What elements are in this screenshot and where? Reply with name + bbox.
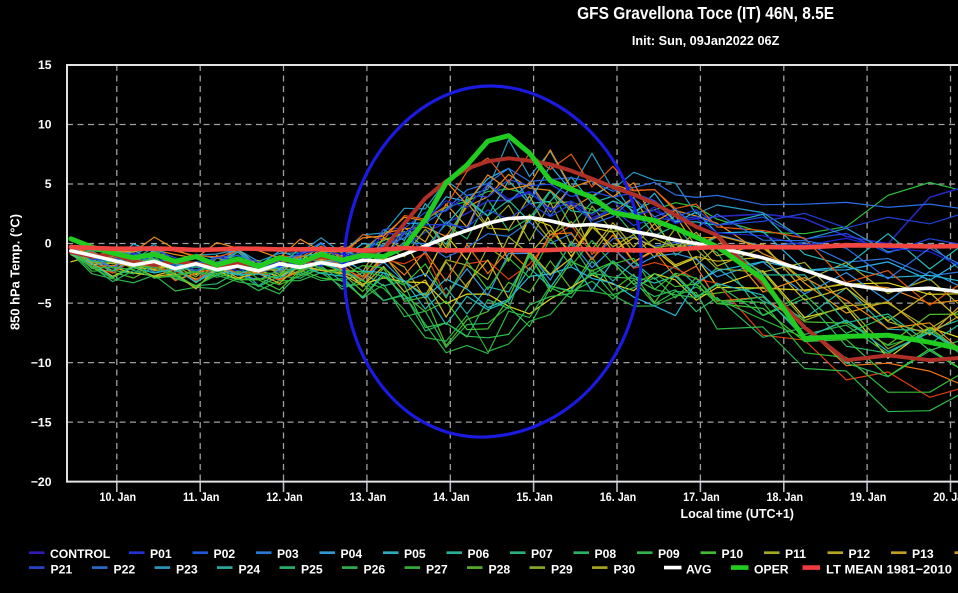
svg-text:P08: P08 <box>595 547 617 561</box>
svg-text:850 hPa Temp. (°C): 850 hPa Temp. (°C) <box>8 214 23 330</box>
svg-text:P10: P10 <box>722 547 744 561</box>
svg-text:13. Jan: 13. Jan <box>350 490 387 504</box>
svg-text:P25: P25 <box>301 562 323 576</box>
svg-text:P05: P05 <box>404 547 426 561</box>
svg-text:P07: P07 <box>531 547 553 561</box>
svg-text:P06: P06 <box>468 547 490 561</box>
svg-text:19. Jan: 19. Jan <box>850 490 887 504</box>
svg-text:P27: P27 <box>426 562 448 576</box>
svg-text:P01: P01 <box>150 547 172 561</box>
svg-text:P29: P29 <box>551 562 573 576</box>
svg-text:P30: P30 <box>614 562 636 576</box>
svg-text:GFS Gravellona Toce (IT) 46N,: GFS Gravellona Toce (IT) 46N, 8.5E <box>577 3 834 23</box>
svg-text:P12: P12 <box>849 547 871 561</box>
svg-text:5: 5 <box>45 177 52 191</box>
svg-text:12. Jan: 12. Jan <box>266 490 303 504</box>
svg-text:P26: P26 <box>364 562 386 576</box>
svg-text:11. Jan: 11. Jan <box>183 490 220 504</box>
svg-text:P02: P02 <box>214 547 236 561</box>
svg-text:P13: P13 <box>912 547 934 561</box>
svg-text:−20: −20 <box>31 475 52 489</box>
svg-text:CONTROL: CONTROL <box>50 547 111 561</box>
svg-text:15. Jan: 15. Jan <box>516 490 553 504</box>
svg-text:P11: P11 <box>785 547 806 561</box>
svg-text:14. Jan: 14. Jan <box>433 490 470 504</box>
svg-text:16. Jan: 16. Jan <box>600 490 637 504</box>
svg-text:OPER: OPER <box>754 562 789 576</box>
svg-text:P03: P03 <box>277 547 299 561</box>
svg-text:−15: −15 <box>31 415 52 429</box>
svg-text:20. Jan: 20. Jan <box>933 490 958 504</box>
svg-text:P24: P24 <box>239 562 261 576</box>
svg-text:15: 15 <box>38 58 52 72</box>
svg-text:P23: P23 <box>176 562 198 576</box>
svg-text:P21: P21 <box>51 562 73 576</box>
svg-text:LT MEAN 1981−2010: LT MEAN 1981−2010 <box>826 562 952 576</box>
svg-text:P28: P28 <box>489 562 511 576</box>
svg-text:P04: P04 <box>341 547 363 561</box>
svg-text:10: 10 <box>38 118 52 132</box>
svg-text:Local time (UTC+1): Local time (UTC+1) <box>680 507 794 521</box>
svg-text:AVG: AVG <box>686 562 712 576</box>
svg-text:P22: P22 <box>114 562 136 576</box>
svg-text:17. Jan: 17. Jan <box>683 490 720 504</box>
svg-text:−5: −5 <box>38 296 52 310</box>
svg-text:Init: Sun, 09Jan2022 06Z: Init: Sun, 09Jan2022 06Z <box>632 34 780 48</box>
svg-text:P09: P09 <box>658 547 680 561</box>
svg-text:−10: −10 <box>31 356 52 370</box>
svg-text:18. Jan: 18. Jan <box>767 490 804 504</box>
svg-text:0: 0 <box>45 237 52 251</box>
svg-text:10. Jan: 10. Jan <box>100 490 137 504</box>
